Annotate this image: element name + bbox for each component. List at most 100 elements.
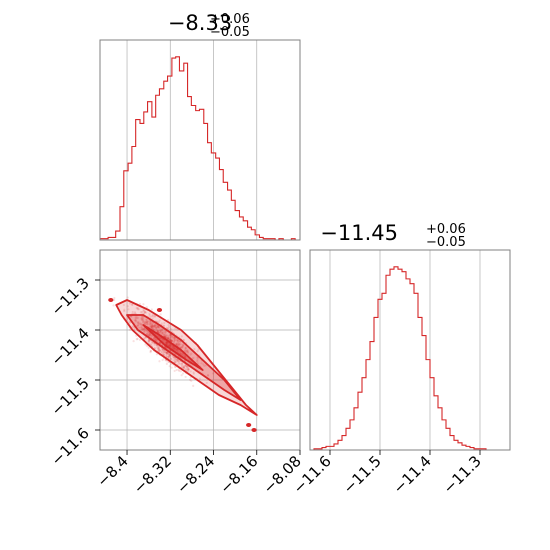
sample-point — [174, 327, 177, 330]
sample-point — [184, 355, 187, 358]
sample-point — [166, 341, 169, 344]
sample-point — [154, 326, 158, 330]
sample-point — [145, 318, 148, 321]
sample-point — [165, 351, 168, 355]
sample-point — [156, 346, 159, 349]
sample-point — [144, 343, 147, 346]
sample-point — [174, 358, 177, 361]
sample-point — [154, 338, 157, 341]
sample-point — [155, 328, 158, 331]
sample-point — [145, 318, 148, 322]
sample-point — [179, 340, 182, 343]
sample-point — [113, 298, 116, 302]
sample-point — [180, 335, 183, 338]
sample-point — [163, 330, 166, 333]
sample-point — [144, 336, 148, 339]
sample-point — [190, 352, 193, 355]
sample-point — [176, 343, 179, 347]
sample-point — [127, 308, 130, 311]
sample-point — [172, 356, 175, 359]
sample-point — [136, 324, 140, 327]
sample-point — [150, 326, 154, 329]
sample-point — [165, 326, 168, 329]
y-marginal-title: −11.45 — [320, 221, 398, 245]
sample-point — [172, 359, 175, 362]
sample-point — [202, 363, 205, 366]
sample-point — [182, 339, 186, 342]
y-marginal-title-upper: +0.06 — [426, 222, 466, 237]
sample-point — [196, 356, 199, 359]
sample-point — [157, 326, 160, 330]
sample-point — [169, 335, 172, 339]
sample-point — [168, 338, 171, 341]
sample-point — [156, 330, 159, 333]
sample-point — [178, 343, 181, 346]
sample-point — [165, 341, 168, 345]
sample-point — [148, 320, 151, 323]
sample-point — [177, 343, 181, 346]
x-tick-label: −8.16 — [216, 452, 261, 497]
sample-point — [154, 324, 157, 327]
x-tick-label: −8.24 — [173, 452, 218, 497]
sample-point — [181, 366, 184, 369]
sample-point — [185, 367, 188, 370]
sample-point — [158, 350, 161, 353]
sample-point — [187, 367, 190, 371]
sample-point — [173, 347, 176, 350]
sample-point — [143, 310, 146, 313]
sample-point — [167, 344, 171, 347]
sample-point — [148, 324, 152, 327]
sample-point — [150, 326, 153, 329]
sample-point — [173, 340, 176, 343]
sample-point — [169, 334, 173, 337]
sample-point — [139, 322, 142, 325]
sample-point — [167, 342, 170, 345]
sample-point — [135, 338, 138, 341]
sample-point — [173, 369, 176, 373]
histogram-step-line — [310, 266, 510, 451]
sample-point — [149, 333, 152, 337]
sample-point — [182, 366, 186, 369]
sample-point — [164, 335, 167, 338]
sample-point — [144, 310, 147, 314]
sample-point — [132, 340, 135, 343]
sample-point — [165, 351, 168, 354]
contour-island — [108, 298, 114, 302]
sample-point — [187, 369, 190, 372]
sample-point — [141, 310, 144, 314]
sample-point — [160, 322, 163, 325]
sample-point — [136, 337, 139, 340]
sample-point — [160, 327, 163, 330]
sample-point — [159, 337, 162, 340]
sample-point — [164, 336, 168, 339]
sample-point — [138, 338, 142, 341]
sample-point — [186, 365, 189, 368]
sample-point — [149, 334, 152, 337]
x-tick-label: −8.32 — [130, 452, 175, 497]
sample-point — [168, 344, 171, 347]
sample-point — [184, 350, 187, 353]
sample-point — [149, 349, 152, 352]
sample-point — [166, 337, 170, 340]
sample-point — [205, 381, 208, 385]
sample-point — [147, 341, 151, 344]
x-tick-label: −8.4 — [93, 452, 131, 490]
sample-point — [161, 333, 164, 336]
sample-point — [147, 332, 150, 335]
x-tick-label: −11.3 — [440, 452, 485, 497]
x-tick-label: −11.5 — [340, 452, 385, 497]
sample-point — [156, 326, 159, 329]
sample-point — [151, 313, 154, 317]
sample-point — [148, 339, 151, 342]
sample-point — [173, 347, 176, 350]
sample-point — [145, 320, 148, 324]
sample-point — [172, 337, 175, 340]
sample-point — [156, 330, 160, 333]
sample-point — [150, 325, 153, 328]
sample-point — [153, 325, 156, 328]
sample-point — [139, 311, 142, 314]
sample-point — [168, 344, 171, 348]
sample-point — [146, 330, 149, 333]
sample-point — [143, 321, 147, 324]
sample-point — [166, 351, 169, 355]
